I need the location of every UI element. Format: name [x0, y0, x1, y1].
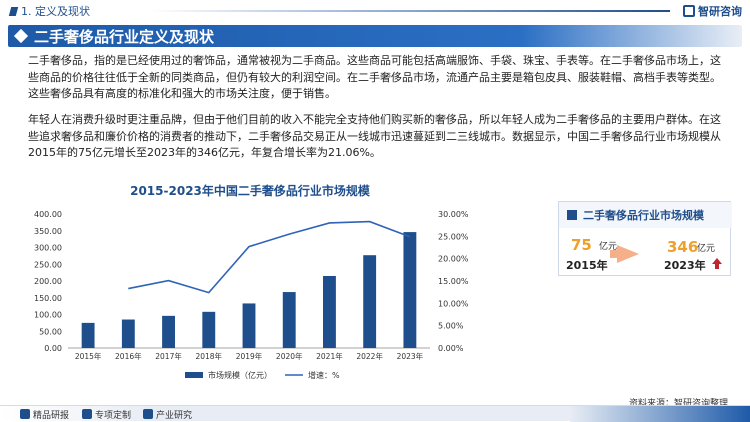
paragraph-definition: 二手奢侈品，指的是已经使用过的奢饰品，通常被视为二手商品。这些商品可能包括高端服…	[28, 53, 728, 103]
summary-card-title: 二手奢侈品行业市场规模	[583, 207, 704, 223]
x-tick-label: 2021年	[316, 351, 343, 361]
bar-2023年	[403, 232, 416, 348]
x-tick-label: 2023年	[397, 351, 424, 361]
bar-2021年	[323, 276, 336, 348]
logo-text: 智研咨询	[698, 3, 742, 19]
start-year: 2015年	[566, 257, 608, 273]
bar-2018年	[202, 312, 215, 348]
x-tick-label: 2019年	[236, 351, 263, 361]
title-bar: 二手奢侈品行业定义及现状	[8, 25, 742, 47]
y-right-tick-label: 10.00%	[438, 299, 469, 308]
custom-icon	[82, 409, 92, 419]
section-label-text: 1. 定义及现状	[21, 3, 90, 19]
top-bar: 1. 定义及现状 智研咨询	[0, 0, 750, 22]
bar-2022年	[363, 255, 376, 348]
y-left-tick-label: 50.00	[39, 327, 62, 336]
bar-2015年	[82, 323, 95, 348]
bar-2016年	[122, 320, 135, 348]
footer-accent-bar	[570, 406, 750, 422]
legend-bar-swatch	[185, 372, 203, 378]
y-left-tick-label: 100.00	[34, 311, 62, 320]
end-unit: 亿元	[697, 241, 715, 254]
y-right-tick-label: 0.00%	[438, 344, 464, 353]
diamond-icon	[14, 29, 28, 43]
x-tick-label: 2018年	[195, 351, 222, 361]
y-left-tick-label: 200.00	[34, 277, 62, 286]
chart-svg: 0.00 50.00 100.00 150.00 200.00 250.00 300.00 3…	[20, 178, 480, 388]
up-arrow-stem	[715, 264, 719, 269]
section-label: 1. 定义及现状	[10, 3, 90, 19]
x-tick-label: 2022年	[356, 351, 383, 361]
growth-arrow-icon	[617, 245, 639, 263]
x-tick-label: 2016年	[115, 351, 142, 361]
y-right-tick-label: 30.00%	[438, 210, 469, 219]
legend-bar-label: 市场规模（亿元）	[208, 370, 272, 380]
y-right-tick-label: 20.00%	[438, 255, 469, 264]
legend-line-label: 增速：%	[308, 370, 340, 380]
x-tick-label: 2015年	[75, 351, 102, 361]
y-right-tick-label: 15.00%	[438, 277, 469, 286]
footer: 精品研报 专项定制 产业研究	[0, 405, 750, 421]
logo-icon	[683, 5, 695, 17]
paragraph-status: 年轻人在消费升级时更注重品牌，但由于他们目前的收入不能完全支持他们购买新的奢侈品…	[28, 112, 728, 162]
header-divider	[150, 10, 670, 12]
bar-2020年	[283, 292, 296, 348]
card-marker-icon	[567, 210, 577, 220]
footer-item-reports[interactable]: 精品研报	[33, 408, 69, 421]
footer-item-custom[interactable]: 专项定制	[95, 408, 131, 421]
footer-item-research[interactable]: 产业研究	[156, 408, 192, 421]
end-value: 346	[667, 238, 698, 256]
end-year: 2023年	[664, 257, 706, 273]
x-tick-label: 2020年	[276, 351, 303, 361]
y-left-tick-label: 300.00	[34, 244, 62, 253]
section-marker-icon	[9, 7, 18, 16]
y-left-tick-label: 350.00	[34, 227, 62, 236]
y-left-tick-label: 0.00	[44, 344, 62, 353]
y-left-tick-label: 250.00	[34, 260, 62, 269]
x-tick-label: 2017年	[155, 351, 182, 361]
start-value: 75	[571, 236, 592, 254]
research-icon	[143, 409, 153, 419]
logo: 智研咨询	[683, 3, 742, 19]
page-title: 二手奢侈品行业定义及现状	[34, 26, 214, 47]
bar-2019年	[243, 303, 256, 348]
y-right-tick-label: 5.00%	[438, 322, 464, 331]
y-right-tick-label: 25.00%	[438, 232, 469, 241]
y-left-tick-label: 150.00	[34, 294, 62, 303]
report-icon	[20, 409, 30, 419]
y-left-tick-label: 400.00	[34, 210, 62, 219]
bar-2017年	[162, 316, 175, 348]
summary-card-header: 二手奢侈品行业市场规模	[559, 202, 732, 228]
